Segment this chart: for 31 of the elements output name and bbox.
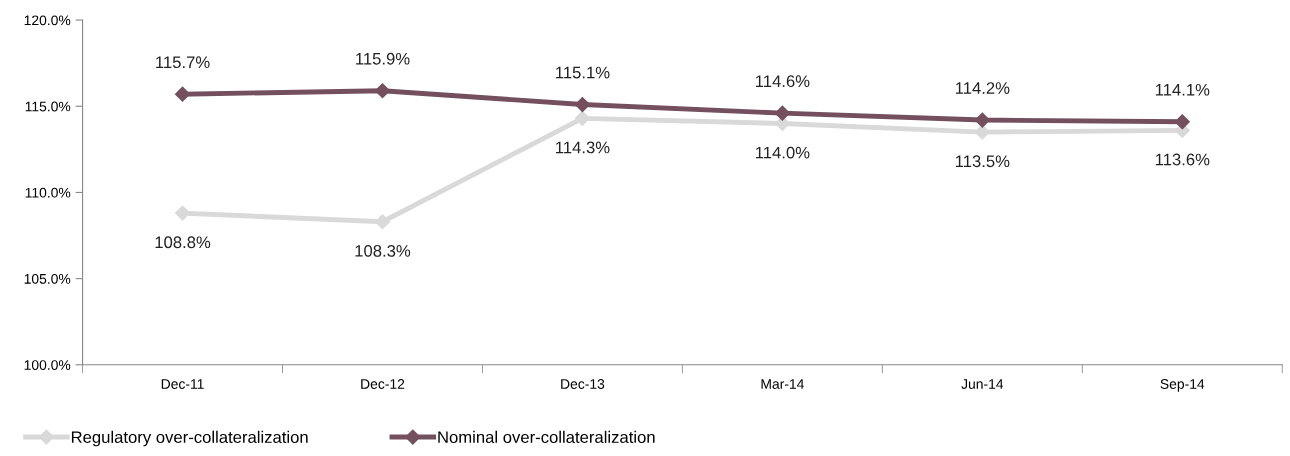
x-tick-label: Dec-13 [561, 379, 605, 389]
data-label: 113.5% [955, 155, 1010, 168]
point [774, 105, 790, 121]
data-label: 114.3% [556, 141, 610, 154]
data-label: 108.3% [355, 244, 411, 257]
y-tick-label: 105.0% [24, 273, 71, 284]
y-tick-label: 120.0% [24, 15, 71, 26]
point [974, 112, 990, 128]
point [374, 83, 391, 99]
y-tick-label: 115.0% [25, 101, 71, 112]
data-label: 113.6% [1155, 153, 1210, 166]
data-label: 108.8% [155, 236, 211, 249]
y-tick-label: 100.0% [24, 360, 71, 370]
data-label: 114.6% [756, 75, 810, 88]
x-tick-label: Mar-14 [761, 379, 804, 389]
data-label: 115.9% [356, 52, 410, 65]
point [1174, 114, 1190, 130]
data-label: 114.1% [1155, 83, 1210, 96]
x-tick-label: Sep-14 [1160, 379, 1205, 392]
legend-label: Regulatory over-collateralization [71, 430, 308, 447]
legend-label: Nominal over-collateralization [438, 430, 655, 444]
x-tick-label: Dec-12 [361, 379, 405, 389]
data-label: 115.7% [156, 56, 210, 69]
data-label: 115.1% [556, 66, 610, 79]
data-label: 114.2% [955, 82, 1010, 94]
y-tick-label: 110.0% [25, 187, 71, 198]
x-tick-label: Dec-11 [161, 379, 204, 389]
x-tick-label: Jun-14 [961, 379, 1004, 389]
point [174, 86, 191, 102]
point [574, 96, 591, 113]
data-label: 114.0% [756, 146, 810, 159]
